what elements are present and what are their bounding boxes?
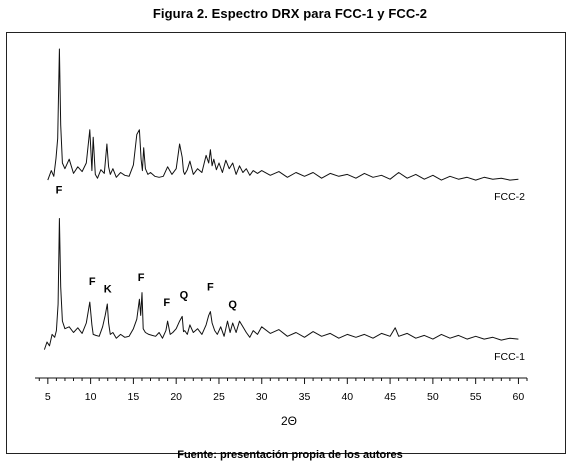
series-label-fcc-2: FCC-2: [494, 191, 525, 203]
x-tick-label: 40: [341, 391, 353, 403]
plot-frame: [6, 32, 566, 454]
peak-label: F: [163, 297, 170, 309]
x-tick-label: 60: [513, 391, 525, 403]
figure-source: Fuente: presentación propia de los autor…: [177, 449, 403, 461]
series-label-fcc-1: FCC-1: [494, 351, 525, 363]
figure-title: Figura 2. Espectro DRX para FCC-1 y FCC-…: [152, 6, 428, 21]
x-tick-label: 25: [213, 391, 225, 403]
peak-label: F: [138, 272, 145, 284]
series-line-fcc-2: [47, 48, 519, 181]
series-name-layer: FCC-2 FCC-1: [494, 191, 525, 363]
x-tick-label: 15: [128, 391, 140, 403]
peak-label: Q: [180, 289, 189, 301]
x-axis-title: 2Θ: [281, 414, 297, 428]
peak-label: K: [104, 284, 112, 296]
x-tick-label: 30: [256, 391, 268, 403]
x-tick-label: 20: [170, 391, 182, 403]
peak-label: Q: [228, 299, 237, 311]
x-axis: 5 10 15 20 25 30 35 40 45 50 55 60: [35, 377, 528, 403]
x-tick-label: 10: [85, 391, 97, 403]
x-tick-label: 50: [427, 391, 439, 403]
x-tick-label: 35: [299, 391, 311, 403]
series-line-fcc-1: [43, 218, 519, 350]
peak-label: F: [89, 276, 96, 288]
peak-label: F: [56, 184, 63, 196]
x-tick-label: 45: [384, 391, 396, 403]
x-tick-label: 55: [470, 391, 482, 403]
series-layer: [43, 48, 519, 350]
peak-label: F: [207, 282, 214, 294]
x-tick-label: 5: [45, 391, 51, 403]
